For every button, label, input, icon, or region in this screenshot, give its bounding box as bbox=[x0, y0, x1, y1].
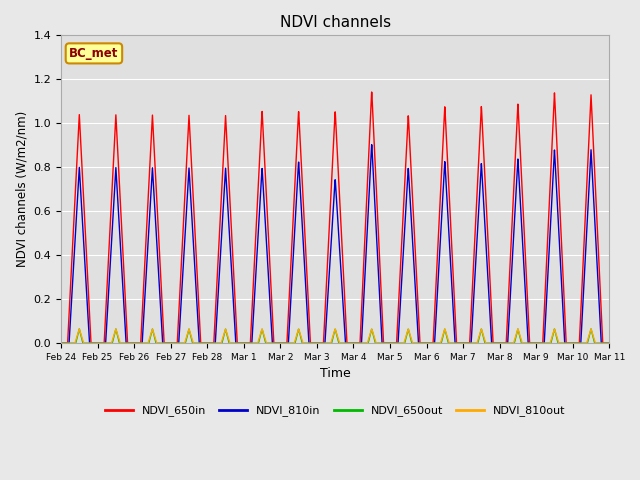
NDVI_650out bbox=[536, 340, 543, 346]
NDVI_650out bbox=[57, 340, 65, 346]
Line: NDVI_810in: NDVI_810in bbox=[61, 144, 609, 343]
NDVI_650in bbox=[57, 340, 65, 346]
NDVI_810out bbox=[268, 340, 275, 346]
NDVI_650out bbox=[605, 340, 613, 346]
Title: NDVI channels: NDVI channels bbox=[280, 15, 391, 30]
NDVI_810in bbox=[268, 323, 275, 328]
NDVI_810in bbox=[120, 297, 127, 302]
NDVI_810out bbox=[605, 340, 613, 346]
NDVI_810in bbox=[605, 340, 613, 346]
NDVI_650out bbox=[152, 340, 160, 346]
NDVI_810in bbox=[57, 340, 65, 346]
Text: BC_met: BC_met bbox=[69, 47, 118, 60]
Line: NDVI_650in: NDVI_650in bbox=[61, 92, 609, 343]
NDVI_650out bbox=[120, 340, 127, 346]
NDVI_810out bbox=[120, 340, 127, 346]
NDVI_650in bbox=[595, 255, 602, 261]
NDVI_650in bbox=[605, 340, 613, 346]
NDVI_650in bbox=[536, 340, 543, 346]
NDVI_650out bbox=[268, 340, 275, 346]
Line: NDVI_810out: NDVI_810out bbox=[61, 329, 609, 343]
NDVI_810out bbox=[57, 340, 65, 346]
Line: NDVI_650out: NDVI_650out bbox=[61, 329, 609, 343]
NDVI_650in bbox=[368, 89, 376, 95]
NDVI_650out bbox=[595, 340, 602, 346]
NDVI_810in bbox=[291, 222, 299, 228]
NDVI_810out bbox=[536, 340, 543, 346]
Legend: NDVI_650in, NDVI_810in, NDVI_650out, NDVI_810out: NDVI_650in, NDVI_810in, NDVI_650out, NDV… bbox=[100, 401, 570, 421]
NDVI_810out bbox=[76, 326, 83, 332]
NDVI_810in bbox=[536, 340, 543, 346]
NDVI_650in bbox=[120, 262, 127, 268]
NDVI_810in bbox=[368, 142, 376, 147]
NDVI_650out bbox=[76, 326, 83, 332]
NDVI_810in bbox=[152, 228, 160, 234]
NDVI_650in bbox=[152, 184, 160, 190]
NDVI_650in bbox=[291, 179, 299, 184]
NDVI_650out bbox=[291, 339, 299, 345]
NDVI_810out bbox=[152, 339, 160, 345]
NDVI_810in bbox=[595, 292, 602, 298]
NDVI_810out bbox=[291, 337, 299, 343]
Y-axis label: NDVI channels (W/m2/nm): NDVI channels (W/m2/nm) bbox=[15, 111, 28, 267]
NDVI_650in bbox=[268, 291, 275, 297]
NDVI_810out bbox=[595, 340, 602, 346]
X-axis label: Time: Time bbox=[320, 368, 351, 381]
